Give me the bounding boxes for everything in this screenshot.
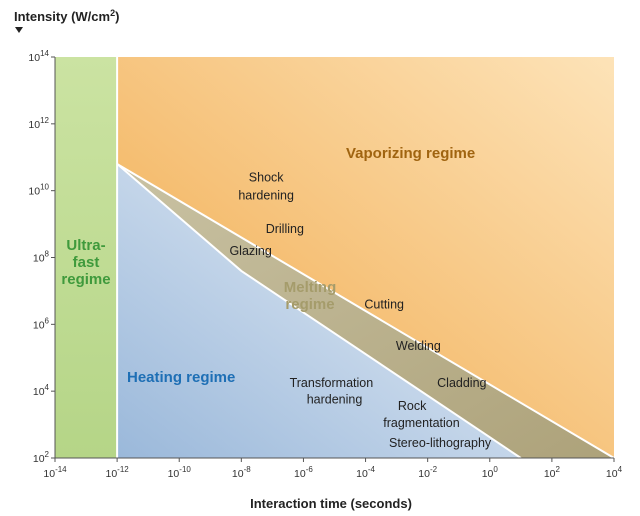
process-label: hardening xyxy=(238,189,294,203)
y-tick-label: 1010 xyxy=(28,183,49,198)
y-axis-title-sup: 2 xyxy=(110,8,115,18)
x-tick-label: 102 xyxy=(544,465,561,480)
process-label: Cladding xyxy=(437,376,486,390)
region-heating xyxy=(117,163,521,458)
regime-regions xyxy=(55,57,615,459)
regime-label-melting: regime xyxy=(285,296,334,313)
regime-label-ultrafast: regime xyxy=(61,271,110,288)
process-label: Glazing xyxy=(229,244,271,258)
region-vaporizing xyxy=(117,57,614,458)
x-tick-label: 100 xyxy=(482,465,499,480)
process-label: Drilling xyxy=(266,222,304,236)
y-tick-label: 106 xyxy=(33,316,50,331)
regime-label-vaporizing: Vaporizing regime xyxy=(346,145,475,162)
y-tick-label: 108 xyxy=(33,250,50,265)
x-axis-title: Interaction time (seconds) xyxy=(250,496,412,511)
process-label: fragmentation xyxy=(383,416,459,430)
melting-boundary-line xyxy=(116,163,522,459)
y-axis-title-main: Intensity (W/cm xyxy=(14,9,110,24)
regime-label-ultrafast: fast xyxy=(73,254,100,271)
y-axis-arrow-icon xyxy=(15,27,23,33)
vaporizing-boundary-line xyxy=(116,163,615,459)
process-labels: Shock hardening Drilling Glazing Cutting Weld… xyxy=(229,170,491,450)
process-label: Transformation xyxy=(290,376,374,390)
process-label: hardening xyxy=(307,393,363,407)
y-tick-label: 1012 xyxy=(28,116,49,131)
y-tick-label: 1014 xyxy=(28,49,49,64)
y-axis-title: Intensity (W/cm2) xyxy=(14,8,119,24)
x-tick-label: 10-10 xyxy=(168,465,192,480)
process-label: Cutting xyxy=(364,297,404,311)
regime-label-melting: Melting xyxy=(284,279,337,296)
x-tick-label: 10-2 xyxy=(418,465,437,480)
x-tick-label: 10-8 xyxy=(232,465,251,480)
regime-label-heating: Heating regime xyxy=(127,369,235,386)
x-tick-label: 10-14 xyxy=(43,465,67,480)
process-label: Welding xyxy=(396,339,441,353)
process-label: Stereo-lithography xyxy=(389,436,492,450)
process-label: Rock xyxy=(398,399,427,413)
x-tick-label: 10-12 xyxy=(105,465,129,480)
y-tick-label: 102 xyxy=(33,450,50,465)
x-tick-label: 10-6 xyxy=(294,465,313,480)
process-label: Shock xyxy=(249,170,284,184)
x-tick-label: 10-4 xyxy=(356,465,375,480)
y-tick-label: 104 xyxy=(33,383,50,398)
regime-label-ultrafast: Ultra- xyxy=(66,237,105,254)
y-axis-title-close: ) xyxy=(115,9,119,24)
x-tick-label: 104 xyxy=(606,465,623,480)
region-ultrafast xyxy=(55,57,118,458)
axes: 102 104 106 108 1010 1012 1014 10-14 10-12 10-10 1… xyxy=(28,49,622,480)
